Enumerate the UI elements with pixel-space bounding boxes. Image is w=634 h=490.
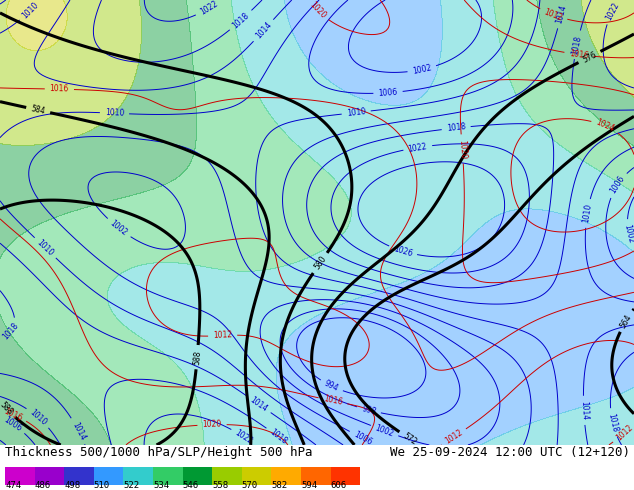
Text: 1022: 1022 xyxy=(233,428,254,446)
Text: 580: 580 xyxy=(313,254,328,271)
Text: 1012: 1012 xyxy=(543,7,564,23)
Text: 1018: 1018 xyxy=(268,427,288,446)
Text: 1014: 1014 xyxy=(249,395,269,414)
Text: We 25-09-2024 12:00 UTC (12+120): We 25-09-2024 12:00 UTC (12+120) xyxy=(390,446,630,459)
Bar xyxy=(124,466,153,486)
Text: 1010: 1010 xyxy=(35,238,55,258)
Text: 1018: 1018 xyxy=(606,412,619,433)
Text: 1006: 1006 xyxy=(2,416,23,434)
Text: 1018: 1018 xyxy=(571,34,583,55)
Text: 606: 606 xyxy=(330,481,347,490)
Bar xyxy=(301,466,330,486)
Text: 522: 522 xyxy=(124,481,139,490)
Text: 1024: 1024 xyxy=(595,118,616,134)
Text: 1014: 1014 xyxy=(70,420,87,441)
Text: 474: 474 xyxy=(5,481,21,490)
Text: 570: 570 xyxy=(242,481,258,490)
Text: 584: 584 xyxy=(30,104,46,116)
Text: 1002: 1002 xyxy=(374,423,395,439)
Text: 1010: 1010 xyxy=(20,0,41,20)
Bar xyxy=(5,466,35,486)
Text: 1020: 1020 xyxy=(457,139,467,159)
Text: 1010: 1010 xyxy=(346,107,366,118)
Text: 1014: 1014 xyxy=(579,400,589,420)
Text: 994: 994 xyxy=(323,379,340,393)
Bar xyxy=(94,466,124,486)
Bar xyxy=(35,466,64,486)
Text: 1006: 1006 xyxy=(352,430,373,447)
Text: 1018: 1018 xyxy=(446,122,466,133)
Text: 1010: 1010 xyxy=(581,203,593,223)
Text: 576: 576 xyxy=(581,49,598,64)
Text: 1018: 1018 xyxy=(231,11,251,30)
Text: 558: 558 xyxy=(212,481,228,490)
Text: Thickness 500/1000 hPa/SLP/Height 500 hPa: Thickness 500/1000 hPa/SLP/Height 500 hP… xyxy=(5,446,313,459)
Text: 572: 572 xyxy=(401,431,418,447)
Text: 1002: 1002 xyxy=(622,223,634,244)
Text: 1010: 1010 xyxy=(105,108,124,118)
Text: 1002: 1002 xyxy=(411,63,432,76)
Bar xyxy=(212,466,242,486)
Text: 1020: 1020 xyxy=(307,0,328,20)
Text: 1022: 1022 xyxy=(198,0,219,17)
Text: 546: 546 xyxy=(183,481,198,490)
Text: 1022: 1022 xyxy=(408,142,428,153)
Text: 998: 998 xyxy=(361,404,377,416)
Text: 1022: 1022 xyxy=(604,0,621,22)
Bar xyxy=(330,466,360,486)
Text: 564: 564 xyxy=(619,313,634,330)
Text: 1012: 1012 xyxy=(443,428,464,446)
Text: 486: 486 xyxy=(35,481,51,490)
Text: 582: 582 xyxy=(271,481,287,490)
Bar xyxy=(183,466,212,486)
Bar xyxy=(64,466,94,486)
Text: 1012: 1012 xyxy=(614,423,634,442)
Text: 1012: 1012 xyxy=(213,331,233,341)
Text: 1016: 1016 xyxy=(49,84,69,94)
Text: 534: 534 xyxy=(153,481,169,490)
Text: 1018: 1018 xyxy=(1,321,20,342)
Text: 1016: 1016 xyxy=(569,49,589,60)
Text: 594: 594 xyxy=(301,481,317,490)
Text: 588: 588 xyxy=(192,350,202,365)
Text: 498: 498 xyxy=(64,481,81,490)
Text: 1006: 1006 xyxy=(609,174,626,196)
Text: 510: 510 xyxy=(94,481,110,490)
Text: 1016: 1016 xyxy=(323,394,343,407)
Bar xyxy=(271,466,301,486)
Text: 1014: 1014 xyxy=(254,20,273,41)
Text: 1010: 1010 xyxy=(28,408,48,427)
Text: 1002: 1002 xyxy=(108,219,129,238)
Text: 1026: 1026 xyxy=(392,244,413,258)
Text: 1014: 1014 xyxy=(555,4,568,24)
Bar xyxy=(242,466,271,486)
Text: 1020: 1020 xyxy=(202,420,222,429)
Text: 588: 588 xyxy=(0,400,15,417)
Text: 1006: 1006 xyxy=(378,88,398,98)
Bar xyxy=(153,466,183,486)
Text: 1016: 1016 xyxy=(3,406,24,422)
